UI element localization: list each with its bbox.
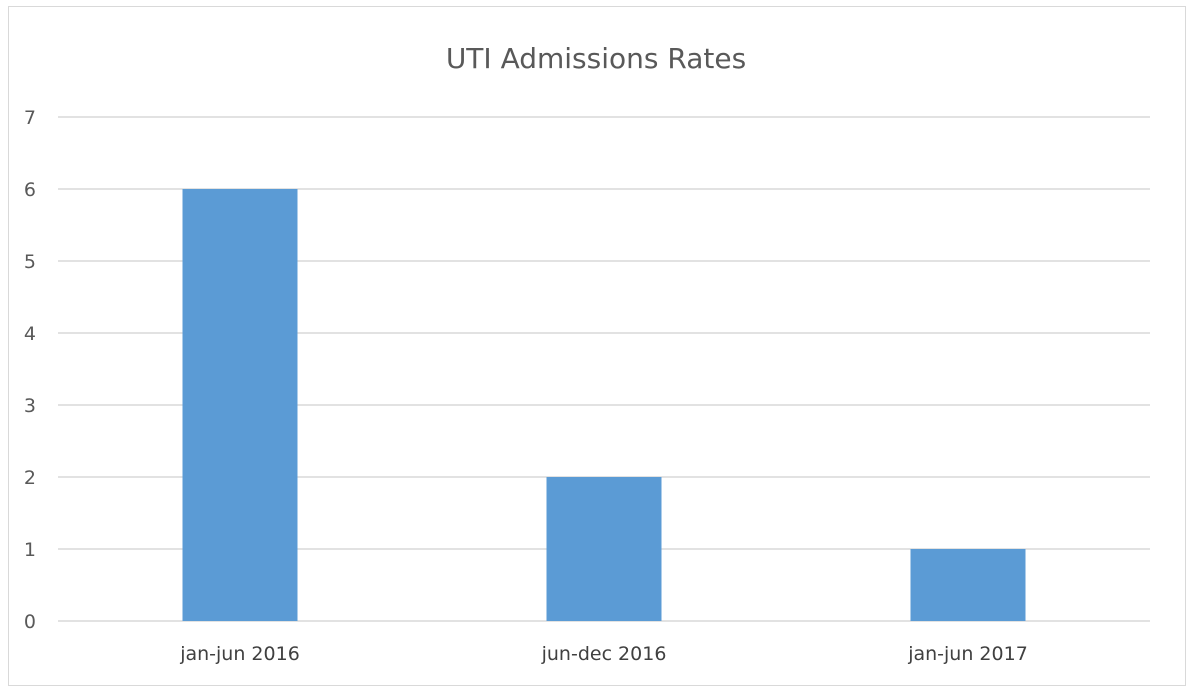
bars (182, 189, 1026, 621)
y-axis-ticks: 0 1 2 3 4 5 6 7 (24, 107, 36, 633)
bar (910, 549, 1026, 621)
y-tick-label: 6 (24, 179, 36, 201)
x-tick-label: jan-jun 2016 (179, 643, 300, 665)
y-tick-label: 4 (24, 323, 36, 345)
bar (546, 477, 662, 621)
y-tick-label: 2 (24, 467, 36, 489)
chart-title: UTI Admissions Rates (446, 42, 746, 75)
bar (182, 189, 298, 621)
x-axis-ticks: jan-jun 2016 jun-dec 2016 jan-jun 2017 (179, 643, 1028, 665)
y-tick-label: 7 (24, 107, 36, 129)
x-tick-label: jan-jun 2017 (907, 643, 1028, 665)
y-tick-label: 3 (24, 395, 36, 417)
x-tick-label: jun-dec 2016 (541, 643, 667, 665)
y-tick-label: 1 (24, 539, 36, 561)
y-tick-label: 5 (24, 251, 36, 273)
y-tick-label: 0 (24, 611, 36, 633)
